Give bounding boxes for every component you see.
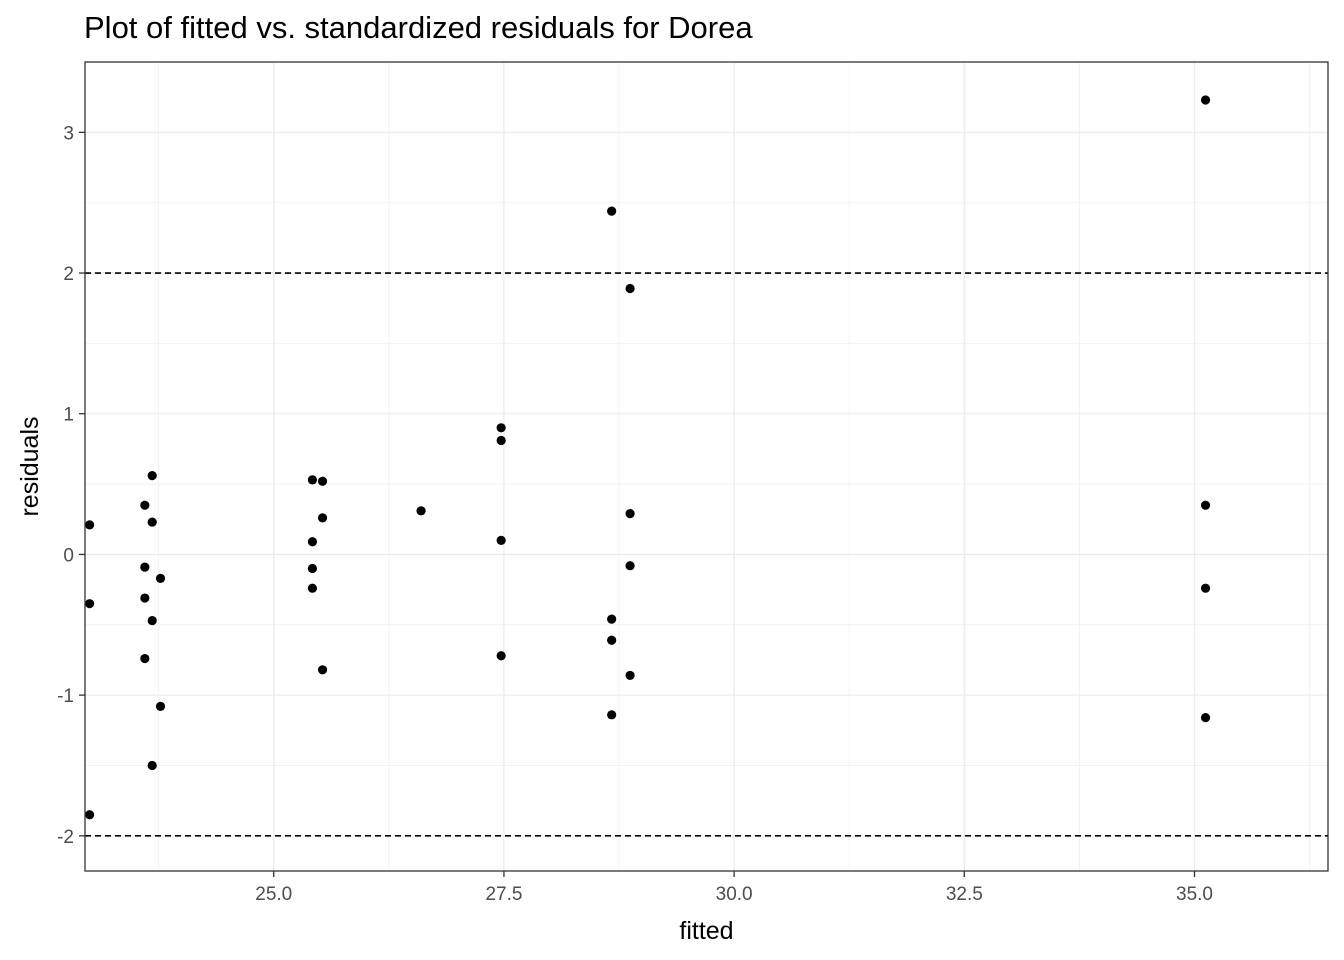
data-point bbox=[416, 506, 426, 516]
chart-title: Plot of fitted vs. standardized residual… bbox=[84, 10, 753, 45]
data-point bbox=[140, 593, 150, 603]
data-point bbox=[85, 520, 95, 530]
data-point bbox=[140, 562, 150, 572]
data-point bbox=[140, 653, 150, 664]
data-point bbox=[496, 535, 506, 545]
data-point bbox=[625, 561, 635, 571]
data-point bbox=[1200, 500, 1211, 510]
y-tick-label: 0 bbox=[63, 545, 74, 566]
data-point bbox=[1200, 713, 1211, 723]
data-point bbox=[625, 283, 635, 294]
data-point bbox=[307, 537, 318, 547]
panel-border bbox=[84, 61, 1329, 872]
data-point bbox=[607, 710, 617, 720]
data-point bbox=[307, 583, 318, 593]
x-axis-ticks: 25.0 27.5 30.0 32.5 35.0 bbox=[255, 871, 1213, 905]
x-tick-label: 30.0 bbox=[716, 884, 753, 905]
x-tick-label: 35.0 bbox=[1176, 884, 1213, 905]
data-point bbox=[147, 471, 157, 481]
data-point bbox=[147, 760, 157, 771]
data-point bbox=[85, 599, 95, 609]
y-tick-label: 1 bbox=[63, 405, 74, 426]
y-tick-label: 2 bbox=[63, 264, 74, 285]
y-tick-label: 3 bbox=[63, 123, 74, 144]
data-point bbox=[625, 670, 635, 681]
major-gridlines bbox=[85, 62, 1328, 871]
y-axis-title: residuals bbox=[16, 416, 44, 516]
data-point bbox=[140, 500, 150, 510]
data-point bbox=[496, 423, 506, 433]
x-tick-label: 27.5 bbox=[485, 884, 522, 905]
data-point bbox=[307, 475, 318, 485]
data-point bbox=[607, 206, 617, 216]
data-point bbox=[496, 435, 506, 446]
x-tick-label: 32.5 bbox=[946, 884, 983, 905]
data-point bbox=[85, 810, 95, 820]
data-point bbox=[1200, 95, 1211, 105]
x-axis-title: fitted bbox=[679, 917, 733, 945]
data-point bbox=[1200, 583, 1211, 593]
data-point bbox=[155, 573, 166, 583]
data-point bbox=[625, 509, 635, 519]
y-tick-label: -1 bbox=[57, 686, 74, 707]
data-points bbox=[85, 95, 1211, 820]
minor-gridlines bbox=[85, 62, 1328, 871]
data-point bbox=[496, 651, 506, 661]
data-point bbox=[147, 615, 157, 626]
data-point bbox=[317, 513, 328, 523]
reference-lines bbox=[85, 272, 1328, 837]
data-point bbox=[307, 563, 318, 574]
y-tick-label: -2 bbox=[57, 827, 74, 848]
data-point bbox=[317, 476, 328, 486]
y-axis-ticks: -2 -1 0 1 2 3 bbox=[57, 123, 85, 848]
data-point bbox=[155, 701, 166, 711]
data-point bbox=[607, 614, 617, 624]
data-point bbox=[317, 665, 328, 675]
data-point bbox=[147, 517, 157, 527]
data-point bbox=[607, 635, 617, 645]
x-tick-label: 25.0 bbox=[255, 884, 292, 905]
